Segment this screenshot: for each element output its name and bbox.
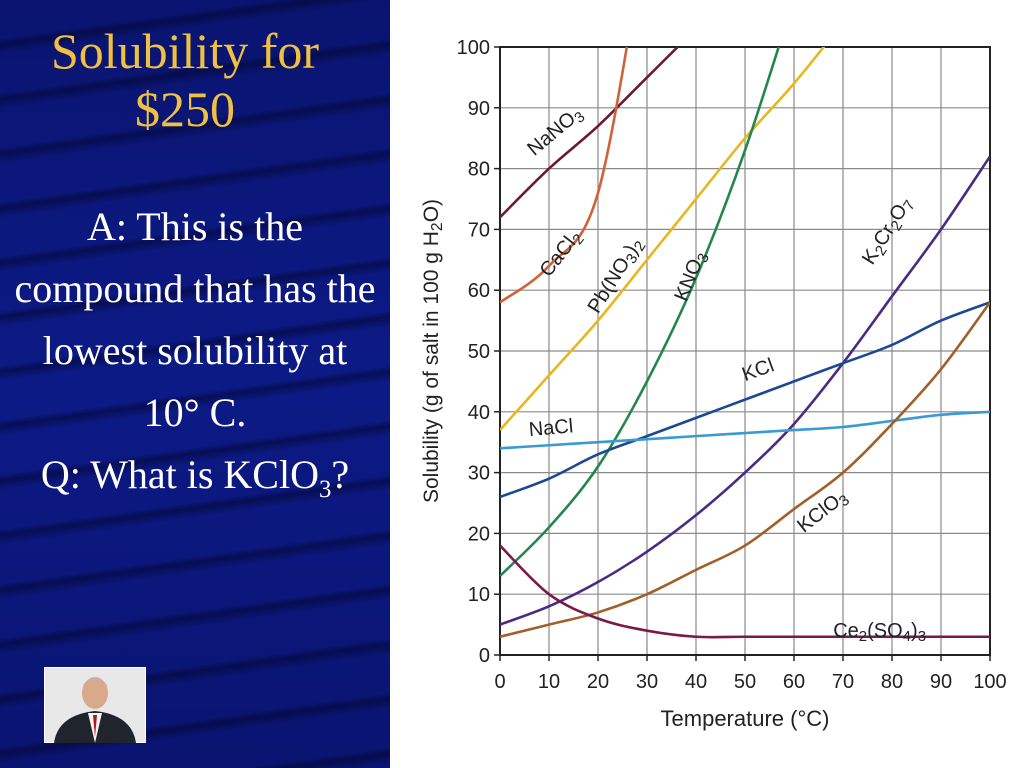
- y-tick-label: 0: [479, 645, 490, 667]
- plot-lines: [500, 47, 990, 639]
- answer-text: A: This is the compound that has the low…: [14, 204, 376, 435]
- x-axis-label: Temperature (°C): [661, 706, 830, 731]
- x-tick-label: 50: [734, 671, 756, 693]
- x-tick-label: 100: [973, 671, 1006, 693]
- y-tick-label: 20: [468, 523, 490, 545]
- y-tick-label: 90: [468, 98, 490, 120]
- question-text: Q: What is KClO3?: [40, 452, 350, 503]
- x-tick-label: 90: [930, 671, 952, 693]
- series-line: [500, 410, 990, 450]
- plot-frame: [499, 46, 991, 656]
- y-tick-label: 60: [468, 280, 490, 302]
- y-tick-label: 100: [457, 37, 490, 59]
- x-tick-label: 60: [783, 671, 805, 693]
- host-photo: [44, 667, 146, 743]
- y-axis-label: Solubility (g of salt in 100 g H2O): [420, 199, 446, 503]
- x-tick-label: 20: [587, 671, 609, 693]
- x-tick-label: 30: [636, 671, 658, 693]
- chart: Temperature (°C) Solubility (g of salt i…: [390, 0, 1024, 768]
- series-line: [500, 47, 781, 577]
- series-line: [500, 301, 990, 499]
- series-line: [500, 544, 990, 639]
- x-tick-label: 80: [881, 671, 903, 693]
- chart-background: [390, 0, 1024, 768]
- series-line: [500, 47, 826, 431]
- slide-title: Solubility for $250: [50, 23, 320, 137]
- x-tick-label: 40: [685, 671, 707, 693]
- series-label: NaCl: [528, 415, 574, 441]
- series-line: [500, 47, 680, 219]
- y-tick-label: 70: [468, 219, 490, 241]
- y-tick-label: 10: [468, 584, 490, 606]
- y-tick-label: 30: [468, 463, 490, 485]
- x-tick-label: 70: [832, 671, 854, 693]
- y-tick-label: 80: [468, 159, 490, 181]
- y-tick-label: 40: [468, 402, 490, 424]
- series-line: [500, 47, 629, 304]
- series-label: Ce2(SO4)3: [833, 620, 926, 645]
- left-panel: Solubility for $250 A: This is the compo…: [0, 0, 390, 768]
- series-line: [500, 155, 990, 626]
- y-tick-label: 50: [468, 341, 490, 363]
- slide-body: A: This is the compound that has the low…: [10, 196, 380, 506]
- x-tick-label: 0: [494, 671, 505, 693]
- x-tick-label: 10: [538, 671, 560, 693]
